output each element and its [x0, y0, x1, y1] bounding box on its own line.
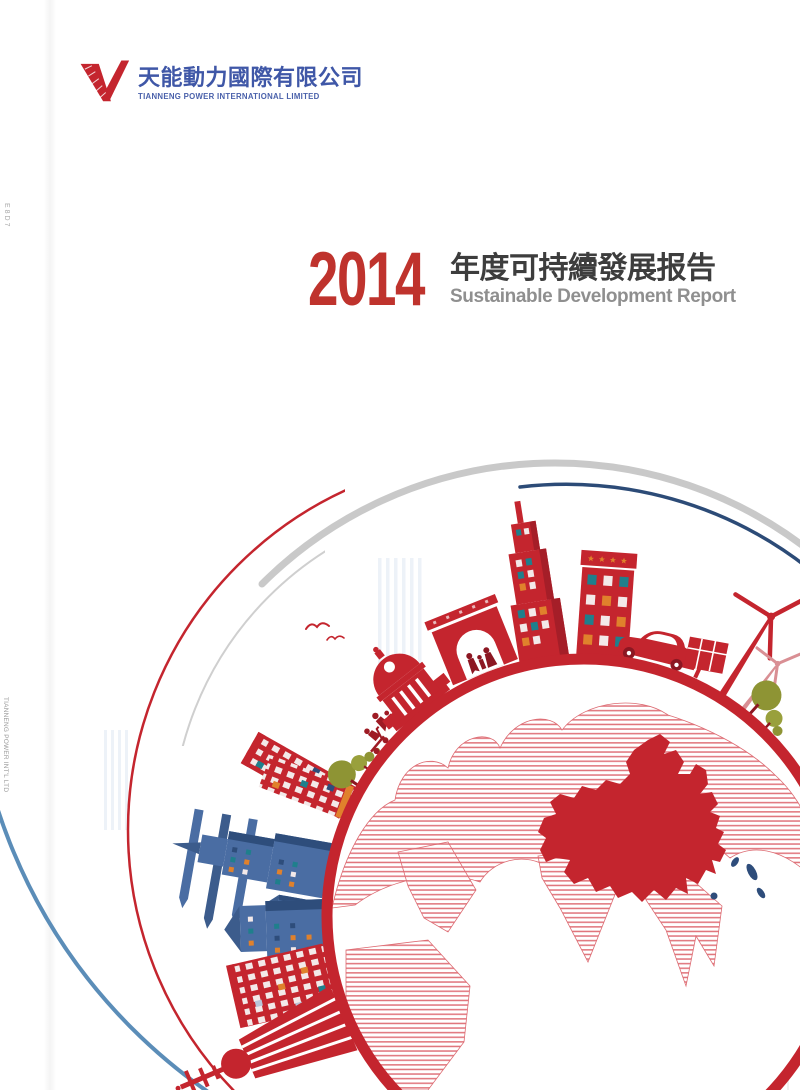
globe [332, 664, 800, 1090]
page-fold-shading [44, 0, 56, 1090]
report-title-en: Sustainable Development Report [450, 285, 736, 307]
report-title-block: 年度可持續發展报告 Sustainable Development Report [450, 253, 736, 308]
birds-icon [305, 622, 345, 641]
japan-islands [710, 857, 766, 900]
globe-rim [321, 653, 800, 1090]
wind-turbine [719, 592, 800, 697]
company-logo: 天能動力國際有限公司 TIANNENG POWER INTERNATIONAL … [78, 58, 363, 108]
red-slab-building [258, 755, 354, 819]
china-map [538, 734, 726, 902]
report-title-zh: 年度可持續發展报告 [450, 252, 716, 285]
capitol-dome [373, 646, 451, 732]
car [617, 631, 696, 671]
stripe-texture [104, 558, 422, 830]
spine-text: TIANNENG POWER INT'L LTD [2, 697, 9, 793]
logo-mark-icon [80, 60, 130, 102]
solar-panel [683, 636, 729, 679]
striped-tower [175, 985, 358, 1090]
globe-city-illustration [0, 459, 800, 1090]
company-name-en: TIANNENG POWER INTERNATIONAL LIMITED [138, 92, 320, 102]
spine-code: E8D7 [3, 203, 10, 229]
trees [749, 680, 783, 736]
scooter-rider [364, 726, 389, 755]
gray-arc [258, 459, 800, 588]
navy-arc [518, 482, 800, 565]
red-skyscraper [508, 500, 569, 662]
report-year: 2014 [308, 237, 425, 322]
red-arc [126, 489, 345, 1090]
triumphal-arch [424, 593, 518, 686]
company-name-zh: 天能動力國際有限公司 [138, 65, 364, 90]
